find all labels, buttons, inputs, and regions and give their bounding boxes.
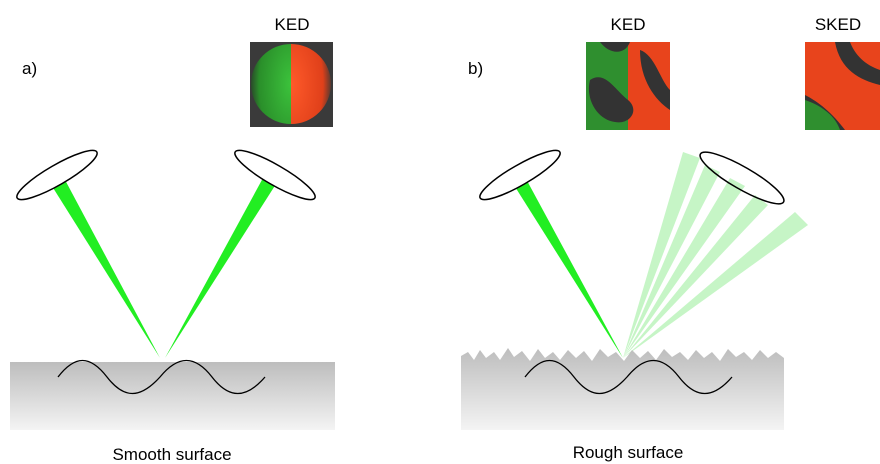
page: a) KED Smooth surface b) KED SKED	[0, 0, 880, 464]
ked-image	[586, 42, 670, 130]
beam	[512, 177, 623, 358]
beams	[50, 178, 276, 358]
surface-label: Smooth surface	[112, 445, 231, 464]
rough-surface	[461, 348, 784, 430]
scatter-beams	[623, 152, 808, 358]
image-caption: SKED	[815, 15, 861, 34]
panel-a: a) KED Smooth surface	[10, 15, 335, 464]
surface	[10, 362, 335, 430]
panel-label: b)	[468, 59, 483, 78]
detector	[12, 143, 102, 206]
sked-image	[805, 42, 880, 130]
panel-label: a)	[22, 59, 37, 78]
diagram: a) KED Smooth surface b) KED SKED	[0, 0, 880, 464]
detector	[475, 143, 565, 206]
image-caption: KED	[611, 15, 646, 34]
ked-image	[250, 42, 333, 127]
detector	[230, 143, 320, 206]
panel-b: b) KED SKED Rough surface	[461, 15, 880, 462]
image-caption: KED	[275, 15, 310, 34]
surface-label: Rough surface	[573, 443, 684, 462]
